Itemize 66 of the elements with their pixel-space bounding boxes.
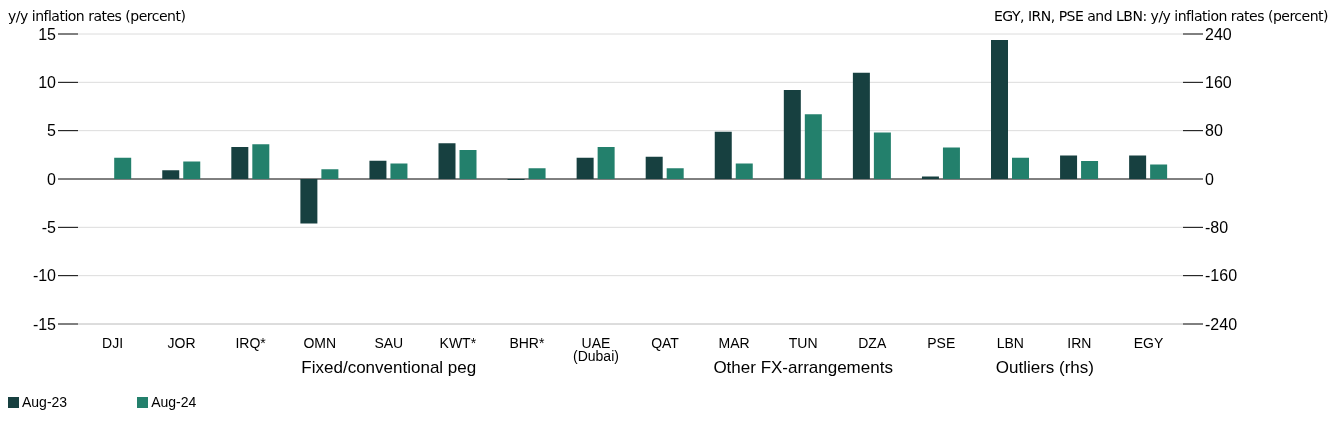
bar <box>300 179 318 224</box>
y2-tick-label: -80 <box>1205 219 1229 237</box>
x-tick-label: DZA <box>858 335 887 351</box>
y-tick-label: 5 <box>47 122 57 140</box>
x-tick-label: OMN <box>303 335 337 351</box>
bar <box>162 170 180 179</box>
y2-tick-label: -160 <box>1205 267 1238 285</box>
bar <box>666 168 684 179</box>
legend-label: Aug-23 <box>22 394 68 410</box>
bar <box>390 163 408 179</box>
bar <box>852 72 870 179</box>
x-tick-label: JOR <box>167 335 196 351</box>
x-tick-label: IRN <box>1067 335 1092 351</box>
bar <box>597 147 615 179</box>
y-tick-label: 0 <box>47 170 57 188</box>
bar <box>783 90 801 179</box>
x-tick-label: MAR <box>718 335 750 351</box>
y2-tick-label: 0 <box>1205 170 1214 188</box>
bar <box>1150 164 1168 179</box>
legend-label: Aug-24 <box>151 394 197 410</box>
text: Outliers (rhs) <box>994 358 1095 378</box>
x-tick-label: PSE <box>927 335 956 351</box>
x-tick-label: EGY <box>1133 335 1164 351</box>
bar <box>576 157 594 179</box>
bar <box>459 150 477 179</box>
x-tick-label: TUN <box>788 335 818 351</box>
y-axis-title: y/y inflation rates (percent) <box>8 8 186 24</box>
x-tick-label: KWT* <box>439 335 477 351</box>
bar <box>942 147 960 179</box>
bar <box>321 169 339 179</box>
bar <box>714 131 732 179</box>
bar <box>1081 160 1099 179</box>
x-tick-label: SAU <box>374 335 404 351</box>
bar <box>804 114 822 179</box>
bar <box>231 147 249 179</box>
bar <box>1012 157 1030 179</box>
x-tick-label: LBN <box>996 335 1024 351</box>
x-tick-label: BHR* <box>509 335 545 351</box>
y-tick-label: 15 <box>38 25 57 43</box>
bar <box>438 143 456 179</box>
y-tick-label: -5 <box>41 219 57 237</box>
y2-tick-label: -240 <box>1205 315 1238 333</box>
y2-tick-label: 80 <box>1205 122 1223 140</box>
bar <box>991 40 1009 179</box>
bar <box>1060 155 1078 179</box>
x-tick-label: IRQ* <box>235 335 267 351</box>
bar <box>114 157 132 179</box>
x-tick-label: DJI <box>102 335 124 351</box>
y-tick-label: -10 <box>32 267 57 285</box>
bar <box>1129 155 1147 179</box>
y2-axis-title: EGY, IRN, PSE and LBN: y/y inflation rates (percent) <box>993 8 1328 24</box>
y2-tick-label: 240 <box>1205 25 1232 43</box>
x-tick-label: UAE (Dubai) <box>573 335 619 364</box>
y2-tick-label: 160 <box>1205 74 1232 92</box>
x-tick-label: QAT <box>651 335 680 351</box>
bar <box>183 161 201 179</box>
y-tick-label: 10 <box>38 74 57 92</box>
y-tick-label: -15 <box>32 315 57 333</box>
bar <box>252 144 270 179</box>
bar <box>873 132 891 179</box>
bar <box>645 156 663 179</box>
bar <box>735 163 753 179</box>
bar <box>528 168 546 179</box>
text: Other FX-arrangements <box>712 358 894 378</box>
text: Fixed/conventional peg <box>301 358 477 377</box>
bar <box>369 160 387 179</box>
